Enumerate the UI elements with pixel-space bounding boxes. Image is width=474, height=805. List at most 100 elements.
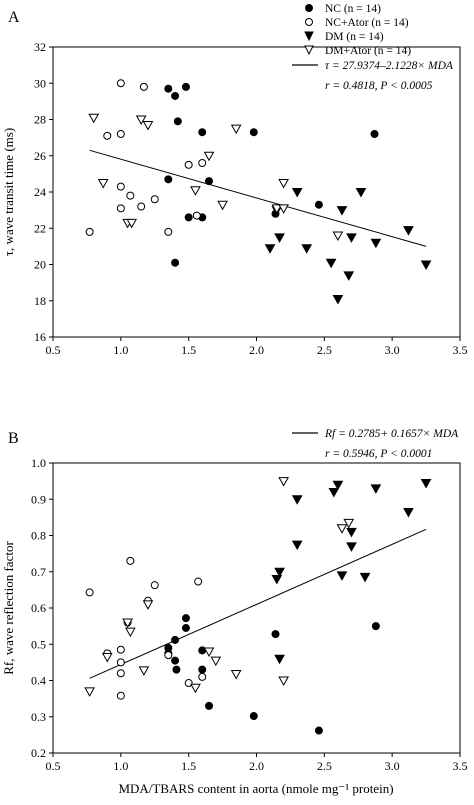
data-point-open-triangle-down (84, 687, 95, 697)
data-point-filled-triangle-down (370, 484, 382, 494)
panel-a-ticks: 0.5 1.0 1.5 2.0 2.5 3.0 3.5 16 18 20 22 24 26 28 30 32 (34, 40, 468, 357)
legend-label-nc-ator: NC+Ator (n = 14) (325, 17, 409, 29)
data-point-filled-triangle-down (274, 654, 285, 665)
y-tick-label: 30 (34, 76, 46, 90)
data-point-open-triangle-down (203, 151, 215, 162)
data-point-open-triangle-down (138, 666, 150, 676)
data-point-open-triangle-down (332, 231, 344, 242)
data-point-open-circle (198, 672, 207, 681)
data-point-filled-circle (181, 623, 190, 632)
data-point-open-triangle-down (210, 656, 222, 667)
data-point-filled-triangle-down (370, 238, 382, 249)
panel-b: B 0.5 1.0 1.5 2.0 2.5 3.0 3.50.20.30.40.50.60.… (1, 428, 468, 796)
data-point-filled-circle (205, 701, 214, 710)
y-tick-label: 0.6 (31, 601, 46, 615)
data-point-filled-triangle-down (301, 244, 313, 254)
data-point-open-triangle-down (97, 178, 109, 189)
data-point-open-circle (116, 669, 125, 678)
legend-marker-dm-ator (304, 45, 314, 56)
data-point-filled-circle (198, 665, 207, 674)
data-point-open-circle (194, 577, 203, 586)
data-point-open-circle (192, 211, 201, 220)
data-point-filled-triangle-down (346, 527, 357, 538)
data-point-open-triangle-down (101, 652, 113, 663)
data-point-open-circle (126, 191, 135, 200)
x-tick-label: 2.5 (317, 343, 332, 357)
x-tick-label: 0.5 (46, 759, 61, 773)
data-point-filled-circle (271, 630, 280, 639)
y-tick-label: 0.3 (31, 710, 46, 724)
data-point-filled-circle (172, 665, 181, 674)
data-point-open-circle (116, 645, 125, 654)
data-point-open-circle (164, 651, 173, 660)
x-tick-label: 3.5 (453, 759, 468, 773)
y-tick-label: 26 (34, 149, 46, 163)
data-point-open-circle (116, 182, 125, 191)
data-point-filled-circle (198, 128, 207, 137)
data-point-filled-triangle-down (343, 271, 355, 281)
data-point-open-circle (85, 227, 94, 236)
data-point-open-triangle-down (278, 676, 289, 687)
data-point-open-circle (184, 679, 193, 688)
panel-b-regression-line (89, 528, 427, 679)
data-point-filled-triangle-down (336, 206, 348, 216)
panel-a-label: A (8, 9, 20, 26)
data-point-open-triangle-down (190, 186, 201, 196)
data-point-filled-circle (249, 712, 258, 721)
panel-b-plot-frame (52, 462, 461, 754)
data-point-open-triangle-down (124, 627, 136, 638)
y-tick-label: 28 (34, 113, 46, 127)
data-point-open-triangle-down (230, 669, 242, 680)
data-point-open-circle (137, 202, 146, 211)
data-point-open-circle (116, 691, 125, 700)
data-point-filled-triangle-down (328, 488, 340, 498)
data-point-open-triangle-down (278, 477, 289, 487)
data-point-filled-circle (184, 213, 193, 222)
x-tick-label: 1.0 (113, 343, 128, 357)
panel-a: A 0.5 1.0 1.5 2.0 2.5 3.0 3.5 16 18 20 22 24 26 28 30 3… (1, 9, 468, 357)
panel-b-points (84, 477, 432, 735)
data-point-open-triangle-down (217, 200, 228, 211)
data-point-filled-triangle-down (420, 260, 432, 271)
x-tick-label: 0.5 (46, 343, 61, 357)
data-point-open-triangle-down (336, 524, 348, 534)
panel-b-y-axis-label: Rf, wave reflection factor (1, 541, 16, 675)
data-point-filled-triangle-down (264, 244, 276, 254)
data-point-open-circle (116, 79, 125, 88)
data-point-open-circle (85, 588, 94, 597)
data-point-filled-triangle-down (403, 226, 414, 236)
data-point-filled-circle (371, 622, 380, 631)
legend: NC (n = 14) NC+Ator (n = 14) DM (n = 14)… (292, 3, 454, 92)
panel-b-ticks: 0.5 1.0 1.5 2.0 2.5 3.0 3.5 0.2 0.3 0.4 0.5 0.6 0.7 0… (31, 456, 468, 773)
data-point-filled-triangle-down (403, 507, 414, 518)
y-tick-label: 0.8 (31, 529, 46, 543)
data-point-open-circle (139, 82, 148, 91)
data-point-filled-triangle-down (274, 567, 285, 578)
data-point-filled-circle (205, 177, 214, 186)
data-point-filled-circle (171, 635, 180, 644)
y-tick-label: 0.9 (31, 492, 46, 506)
data-point-open-triangle-down (278, 178, 289, 189)
x-tick-label: 1.5 (181, 343, 196, 357)
data-point-open-triangle-down (203, 647, 215, 658)
y-tick-label: 20 (34, 258, 46, 272)
data-point-open-circle (198, 159, 207, 167)
data-point-filled-circle (370, 130, 379, 138)
data-point-open-circle (116, 658, 125, 667)
stats-b: r = 0.5946, P < 0.0001 (325, 448, 432, 460)
data-point-filled-circle (181, 82, 190, 91)
data-point-open-circle (116, 204, 125, 213)
data-point-filled-triangle-down (359, 572, 371, 583)
data-point-open-circle (150, 195, 159, 204)
fit-equation-b: Rf = 0.2785+ 0.1657× MDA (324, 428, 459, 440)
panel-b-label: B (8, 430, 19, 447)
data-point-filled-circle (181, 614, 190, 623)
y-tick-label: 18 (34, 294, 46, 308)
data-point-open-circle (103, 131, 112, 140)
x-tick-label: 2.0 (249, 759, 264, 773)
x-tick-label: 2.0 (249, 343, 264, 357)
data-point-open-triangle-down (122, 618, 133, 629)
data-point-open-triangle-down (343, 518, 355, 529)
y-tick-label: 32 (34, 40, 46, 54)
